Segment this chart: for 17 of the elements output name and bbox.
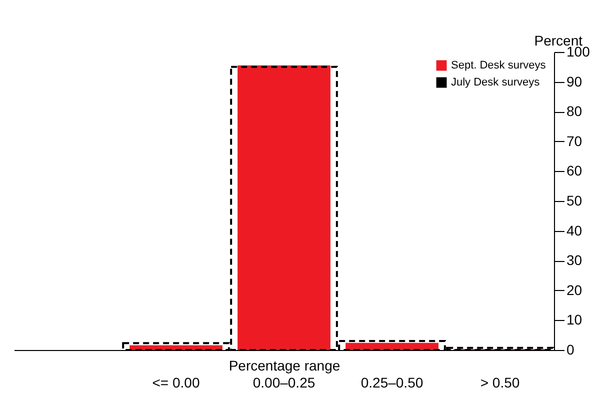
y-tick-label: 0 (566, 342, 574, 358)
y-tick-label: 10 (566, 312, 582, 328)
y-tick-label: 50 (566, 192, 582, 208)
y-tick-label: 40 (566, 222, 582, 238)
x-tick-label: > 0.50 (480, 374, 520, 390)
y-tick-label: 30 (566, 252, 582, 268)
x-tick-label: <= 0.00 (152, 374, 200, 390)
legend-label: July Desk surveys (451, 76, 540, 88)
y-tick-label: 20 (566, 282, 582, 298)
y-tick-label: 60 (566, 162, 582, 179)
y-tick-label: 90 (566, 73, 582, 90)
x-tick-label: 0.00–0.25 (252, 374, 316, 390)
y-tick-label: 80 (566, 103, 582, 120)
y-tick-label: 70 (566, 132, 582, 149)
legend-label: Sept. Desk surveys (451, 60, 546, 72)
x-axis-title: Percentage range (228, 358, 340, 374)
x-tick-label: 0.25–0.50 (360, 374, 424, 390)
